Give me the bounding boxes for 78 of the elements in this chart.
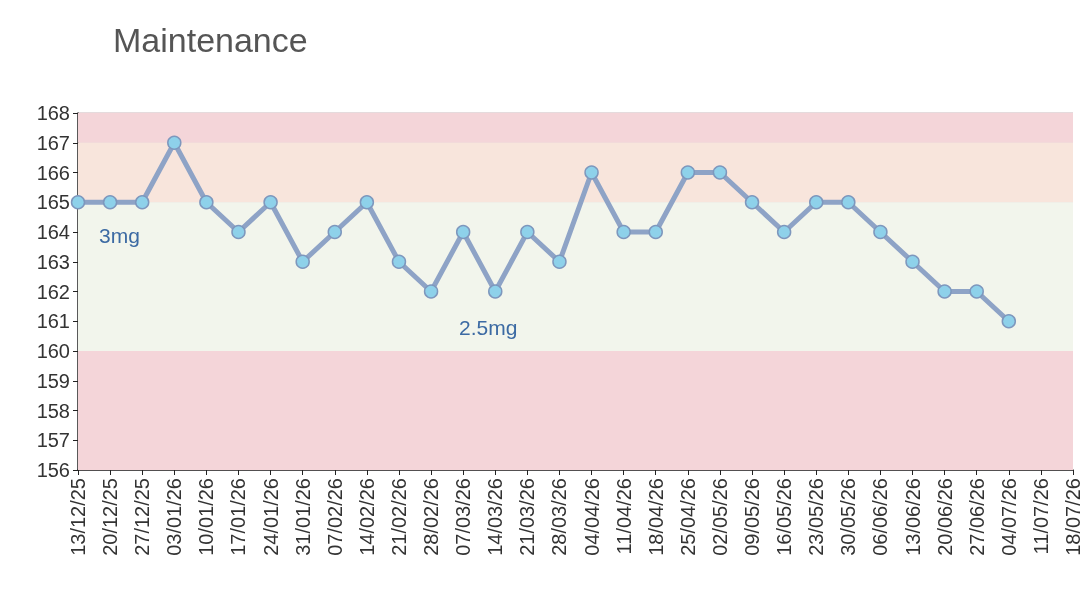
point xyxy=(552,254,567,269)
x-tick-label: 11/04/26 xyxy=(612,478,635,555)
x-tick-label: 06/06/26 xyxy=(869,478,892,556)
point xyxy=(199,195,214,210)
point xyxy=(680,165,696,180)
point xyxy=(167,135,182,150)
point xyxy=(873,224,888,240)
x-tick-label: 24/01/26 xyxy=(259,478,282,556)
x-tick-label: 28/02/26 xyxy=(420,478,443,556)
point xyxy=(712,165,728,180)
x-tick-label: 31/01/26 xyxy=(291,478,314,556)
point xyxy=(359,195,375,210)
x-tick-label: 20/06/26 xyxy=(933,478,956,556)
point xyxy=(841,195,856,210)
point xyxy=(327,224,343,240)
x-tick-label: 28/03/26 xyxy=(548,478,571,556)
x-tick-label: 18/07/26 xyxy=(1062,478,1083,556)
y-tick-label: 159 xyxy=(36,369,70,392)
y-tick-label: 165 xyxy=(36,191,70,214)
point xyxy=(423,284,439,299)
point xyxy=(808,195,824,210)
x-tick-label: 02/05/26 xyxy=(708,478,731,556)
point xyxy=(295,254,310,269)
point xyxy=(102,195,118,210)
x-tick-label: 23/05/26 xyxy=(805,478,828,556)
x-tick-label: 27/06/26 xyxy=(965,478,988,556)
x-tick-label: 30/05/26 xyxy=(837,478,860,556)
point xyxy=(1001,314,1017,329)
point xyxy=(937,284,952,299)
x-tick-label: 16/05/26 xyxy=(773,478,796,556)
point xyxy=(905,254,920,269)
x-tick-label: 03/01/26 xyxy=(163,478,186,556)
x-tick-label: 21/03/26 xyxy=(516,478,539,556)
annotation: 2.5mg xyxy=(459,316,518,339)
x-tick-label: 04/07/26 xyxy=(997,478,1020,556)
x-tick-label: 14/02/26 xyxy=(355,478,378,556)
point xyxy=(488,284,503,299)
y-tick-label: 158 xyxy=(36,399,70,422)
point xyxy=(134,195,150,210)
x-tick-label: 13/12/25 xyxy=(67,478,89,556)
x-tick-label: 10/01/26 xyxy=(195,478,218,556)
x-tick-label: 25/04/26 xyxy=(676,478,699,556)
x-tick-label: 09/05/26 xyxy=(741,478,764,556)
x-tick-label: 14/03/26 xyxy=(484,478,507,556)
x-tick-label: 18/04/26 xyxy=(644,478,667,556)
point xyxy=(391,254,407,269)
x-tick-label: 13/06/26 xyxy=(901,478,924,556)
y-tick-label: 164 xyxy=(36,221,70,243)
x-tick-label: 21/02/26 xyxy=(387,478,410,556)
y-tick-label: 166 xyxy=(36,161,70,184)
x-tick-label: 07/02/26 xyxy=(323,478,346,556)
chart-title: Maintenance xyxy=(113,21,308,59)
y-tick-label: 157 xyxy=(36,429,70,452)
point xyxy=(584,165,599,180)
x-tick-label: 04/04/26 xyxy=(580,478,603,556)
x-tick-label: 07/03/26 xyxy=(452,478,475,556)
y-tick-label: 161 xyxy=(36,310,70,333)
point xyxy=(455,224,471,240)
point xyxy=(520,224,535,240)
y-tick-label: 162 xyxy=(36,280,70,303)
x-tick-label: 27/12/25 xyxy=(131,478,154,556)
point xyxy=(776,224,792,240)
x-tick-label: 17/01/26 xyxy=(227,478,250,556)
point xyxy=(744,195,760,210)
y-tick-label: 168 xyxy=(36,102,70,124)
annotation: 3mg xyxy=(99,224,140,247)
point xyxy=(231,224,246,240)
x-tick-label: 11/07/26 xyxy=(1029,478,1052,555)
point xyxy=(263,195,278,210)
x-tick-label: 20/12/25 xyxy=(99,478,122,556)
point xyxy=(70,195,86,210)
point xyxy=(969,284,984,299)
y-tick-label: 163 xyxy=(36,250,70,273)
y-tick-label: 160 xyxy=(36,340,70,362)
y-tick-label: 167 xyxy=(36,131,70,154)
y-tick-label: 156 xyxy=(36,459,70,481)
point xyxy=(616,224,631,240)
point xyxy=(648,224,663,240)
